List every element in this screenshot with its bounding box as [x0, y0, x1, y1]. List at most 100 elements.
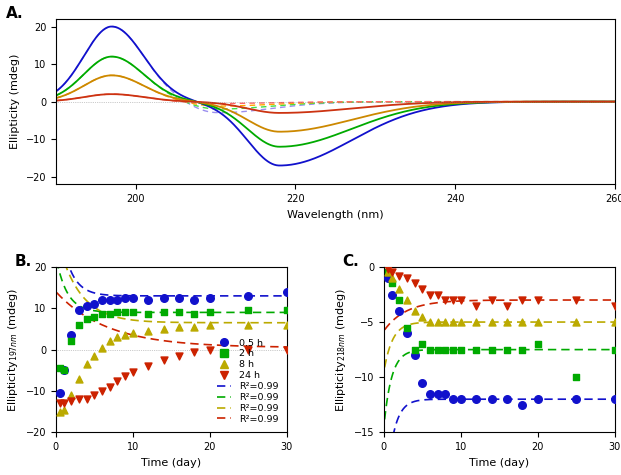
Point: [571, 373, 581, 381]
Point: [174, 323, 184, 331]
Point: [440, 346, 450, 353]
Point: [448, 346, 458, 353]
Point: [205, 346, 215, 353]
Point: [189, 311, 199, 318]
Point: [128, 294, 138, 302]
Point: [610, 318, 620, 326]
Legend: 0.5 h, 2 h, 8 h, 24 h, R²=0.99, R²=0.99, R²=0.99, R²=0.99: 0.5 h, 2 h, 8 h, 24 h, R²=0.99, R²=0.99,…: [214, 335, 282, 428]
Point: [282, 346, 292, 353]
Point: [471, 302, 481, 309]
Point: [66, 338, 76, 345]
Point: [417, 379, 427, 387]
X-axis label: Wavelength (nm): Wavelength (nm): [287, 209, 384, 219]
Point: [143, 311, 153, 318]
Point: [105, 311, 115, 318]
Point: [410, 352, 420, 359]
Point: [433, 318, 443, 326]
Point: [394, 285, 404, 293]
Point: [143, 362, 153, 370]
Point: [487, 296, 497, 304]
Point: [159, 356, 169, 364]
Point: [610, 346, 620, 353]
Point: [243, 292, 253, 300]
Point: [82, 303, 92, 310]
Point: [502, 318, 512, 326]
Point: [120, 309, 130, 316]
Point: [517, 296, 527, 304]
Point: [243, 306, 253, 314]
Point: [189, 323, 199, 331]
Point: [74, 395, 84, 403]
Point: [383, 274, 392, 282]
Text: C.: C.: [342, 254, 359, 269]
Point: [105, 338, 115, 345]
Point: [89, 313, 99, 320]
Y-axis label: Ellipticity$_{218nm}$ (mdeg): Ellipticity$_{218nm}$ (mdeg): [334, 288, 348, 411]
Point: [55, 389, 65, 397]
Point: [282, 288, 292, 295]
Point: [386, 274, 396, 282]
Point: [105, 383, 115, 390]
Point: [440, 318, 450, 326]
Point: [55, 408, 65, 415]
Point: [159, 325, 169, 332]
Point: [66, 391, 76, 399]
Point: [517, 318, 527, 326]
Point: [97, 296, 107, 304]
Point: [517, 401, 527, 408]
Point: [425, 291, 435, 298]
Point: [120, 373, 130, 380]
Point: [66, 398, 76, 405]
X-axis label: Time (day): Time (day): [142, 457, 201, 467]
Point: [502, 346, 512, 353]
Point: [410, 280, 420, 287]
Point: [456, 296, 466, 304]
Point: [402, 329, 412, 337]
Point: [487, 346, 497, 353]
Point: [487, 318, 497, 326]
Point: [282, 321, 292, 329]
Point: [425, 390, 435, 398]
Point: [402, 296, 412, 304]
Point: [89, 300, 99, 308]
Y-axis label: Ellipticity$_{197nm}$ (mdeg): Ellipticity$_{197nm}$ (mdeg): [6, 288, 20, 411]
Point: [89, 352, 99, 360]
Point: [189, 348, 199, 355]
Point: [448, 395, 458, 403]
Point: [502, 395, 512, 403]
Point: [417, 313, 427, 320]
Point: [394, 296, 404, 304]
Point: [74, 375, 84, 382]
Text: B.: B.: [14, 254, 32, 269]
Point: [394, 272, 404, 280]
Point: [82, 315, 92, 323]
Point: [58, 399, 68, 407]
Point: [517, 346, 527, 353]
Point: [440, 296, 450, 304]
Point: [571, 395, 581, 403]
Point: [112, 309, 122, 316]
Point: [243, 346, 253, 353]
Point: [456, 346, 466, 353]
Point: [74, 321, 84, 329]
Point: [128, 329, 138, 337]
Point: [433, 390, 443, 398]
Legend: Day 0, 0.5 h, 2 h, 8 h, 24 h,  , Day 30, 0.5 h, 2 h, 8 h, 24 h: Day 0, 0.5 h, 2 h, 8 h, 24 h, , Day 30, …: [620, 16, 621, 157]
Point: [128, 309, 138, 316]
Point: [143, 327, 153, 335]
Point: [487, 395, 497, 403]
Point: [97, 311, 107, 318]
Point: [112, 296, 122, 304]
Point: [58, 367, 68, 374]
Point: [386, 291, 396, 298]
Point: [205, 294, 215, 302]
Point: [471, 318, 481, 326]
Point: [243, 321, 253, 329]
Point: [58, 367, 68, 374]
Point: [386, 280, 396, 287]
Point: [112, 333, 122, 341]
Point: [383, 269, 392, 276]
Point: [120, 332, 130, 339]
Point: [143, 296, 153, 304]
Point: [433, 291, 443, 298]
